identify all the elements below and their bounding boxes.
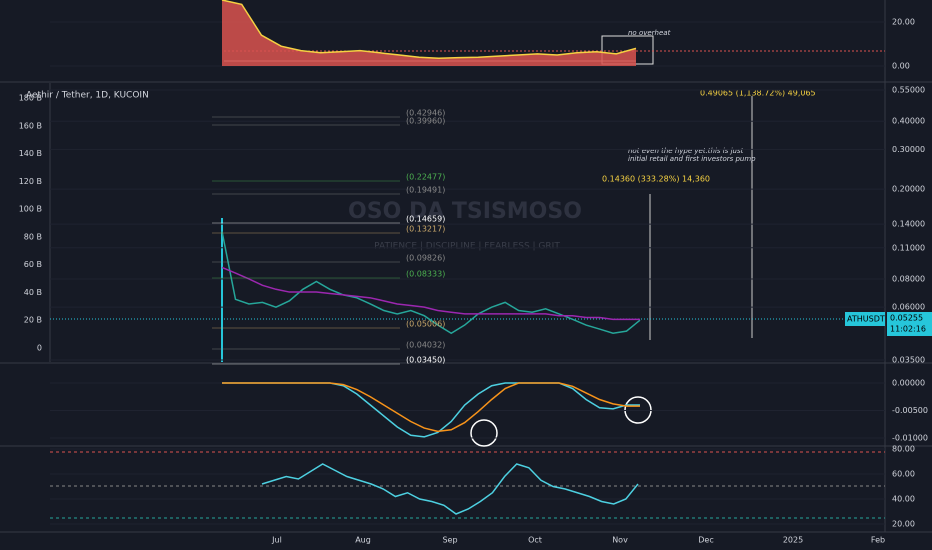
- symbol-tag: ATHUSDT: [847, 315, 885, 324]
- fib-label: (0.08333): [406, 270, 445, 279]
- y-tick-label: 0.03500: [892, 356, 925, 365]
- line: [221, 231, 641, 335]
- volume-tick-label: 80 B: [24, 232, 42, 241]
- volume-tick-label: 140 B: [19, 149, 42, 158]
- x-tick-label: Nov: [612, 536, 628, 545]
- fib-label: (0.13217): [406, 225, 445, 234]
- separators: [0, 0, 932, 533]
- y-tick-label: 0.55000: [892, 86, 925, 95]
- y-tick-label: 80.00: [892, 445, 915, 454]
- y-tick-label: 0.14000: [892, 220, 925, 229]
- x-tick-label: Jul: [271, 536, 282, 545]
- fib-label: (0.19491): [406, 186, 445, 195]
- fib-label: (0.03450): [406, 356, 445, 365]
- y-tick-label: 0.30000: [892, 145, 925, 154]
- y-tick-label: 40.00: [892, 495, 915, 504]
- target-label: 0.14360 (333.28%) 14,360: [602, 175, 710, 184]
- volume-tick-label: 0: [37, 344, 42, 353]
- y-tick-label: 0.00: [892, 62, 910, 71]
- chart-title: Aethir / Tether, 1D, KUCOIN: [26, 91, 149, 101]
- note: not even the hype yet.this is just: [628, 147, 744, 155]
- y-tick-label: 0.20000: [892, 185, 925, 194]
- watermark: OSO DA TSISMOSO: [348, 199, 582, 224]
- line: [222, 382, 640, 433]
- x-tick-label: Feb: [871, 536, 885, 545]
- circle-annotation: [470, 419, 498, 447]
- y-tick-label: 0.00000: [892, 379, 925, 388]
- volume-tick-label: 180 B: [19, 94, 42, 103]
- line: [221, 266, 640, 321]
- motto: PATIENCE | DISCIPLINE | FEARLESS | GRIT: [374, 242, 560, 252]
- fib-label: (0.42946): [406, 109, 445, 118]
- fib-label: (0.09826): [406, 254, 445, 263]
- note: initial retail and first investors pump: [628, 155, 756, 163]
- y-tick-label: 0.06000: [892, 303, 925, 312]
- tag-bg: [887, 312, 932, 336]
- y-tick-label: 20.00: [892, 520, 915, 529]
- y-tick-label: 0.11000: [892, 243, 925, 252]
- x-tick-label: Sep: [442, 536, 457, 545]
- volume-tick-label: 160 B: [19, 121, 42, 130]
- x-tick-label: Dec: [698, 536, 713, 545]
- line: [221, 0, 637, 60]
- fib-label: (0.14659): [406, 215, 445, 224]
- y-tick-label: -0.00500: [892, 406, 928, 415]
- y-tick-label: 20.00: [892, 18, 915, 27]
- x-tick-label: Oct: [528, 536, 542, 545]
- price-tag: 0.05255: [890, 314, 923, 323]
- annotation: no overheat: [628, 29, 671, 37]
- y-tick-label: 0.40000: [892, 117, 925, 126]
- x-tick-label: Aug: [355, 536, 371, 545]
- tag-bg: [845, 312, 885, 326]
- target-label: 0.49065 (1,138.72%) 49,065: [700, 89, 816, 98]
- fib-label: (0.04032): [406, 341, 445, 350]
- countdown: 11:02:16: [890, 325, 926, 334]
- fib-label: (0.39960): [406, 117, 445, 126]
- area: [222, 0, 636, 66]
- volume-tick-label: 20 B: [24, 316, 42, 325]
- fib-label: (0.22477): [406, 173, 445, 182]
- y-tick-label: 60.00: [892, 470, 915, 479]
- volume-tick-label: 60 B: [24, 260, 42, 269]
- volume-tick-label: 40 B: [24, 288, 42, 297]
- y-tick-label: -0.01000: [892, 434, 928, 443]
- volume-tick-label: 100 B: [19, 205, 42, 214]
- area-group: [221, 0, 637, 66]
- volume-tick-label: 120 B: [19, 177, 42, 186]
- fib-label: (0.05006): [406, 320, 445, 329]
- line: [261, 463, 639, 515]
- y-tick-label: 0.08000: [892, 274, 925, 283]
- x-tick-label: 2025: [783, 536, 803, 545]
